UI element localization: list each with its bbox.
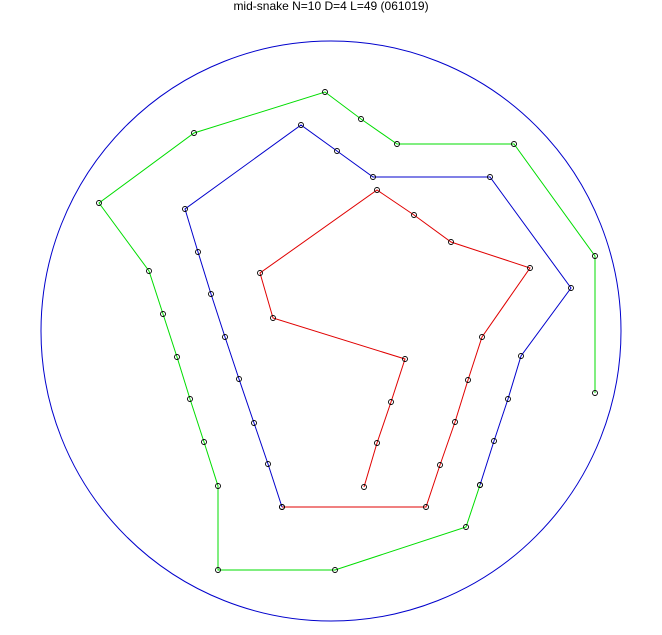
snake-node bbox=[174, 354, 180, 360]
snake-node bbox=[518, 353, 524, 359]
snake-node bbox=[236, 376, 242, 382]
snake-node bbox=[182, 206, 188, 212]
snake-node bbox=[270, 315, 276, 321]
snake-node bbox=[208, 291, 214, 297]
green-segment bbox=[98, 91, 596, 571]
snake-node bbox=[448, 239, 454, 245]
snake-node bbox=[463, 524, 469, 530]
snake-node bbox=[465, 377, 471, 383]
snake-node bbox=[592, 390, 598, 396]
snake-node bbox=[511, 141, 517, 147]
snake-node bbox=[374, 440, 380, 446]
snake-node bbox=[146, 268, 152, 274]
snake-node bbox=[388, 399, 394, 405]
snake-node bbox=[322, 89, 328, 95]
snake-node bbox=[402, 356, 408, 362]
snake-node bbox=[160, 311, 166, 317]
snake-node bbox=[251, 420, 257, 426]
snake-node bbox=[96, 200, 102, 206]
diagram-title: mid-snake N=10 D=4 L=49 (061019) bbox=[233, 0, 429, 13]
blue-segment bbox=[184, 124, 572, 508]
snake-node bbox=[491, 438, 497, 444]
snake-node bbox=[370, 174, 376, 180]
snake-node bbox=[568, 285, 574, 291]
snake-node bbox=[423, 504, 429, 510]
snake-node bbox=[222, 334, 228, 340]
snake-node bbox=[487, 174, 493, 180]
snake-node bbox=[374, 187, 380, 193]
snake-node bbox=[298, 122, 304, 128]
boundary-circle bbox=[40, 40, 622, 622]
snake-node bbox=[201, 439, 207, 445]
snake-node bbox=[527, 265, 533, 271]
snake-node bbox=[452, 419, 458, 425]
red-segment bbox=[259, 189, 531, 508]
snake-node bbox=[215, 483, 221, 489]
snake-node bbox=[279, 504, 285, 510]
snake-node bbox=[191, 130, 197, 136]
snake-node bbox=[361, 484, 367, 490]
snake-node bbox=[592, 253, 598, 259]
snake-node bbox=[257, 270, 263, 276]
snake-node bbox=[477, 482, 483, 488]
snake-node bbox=[437, 462, 443, 468]
snake-node bbox=[332, 567, 338, 573]
snake-node bbox=[479, 334, 485, 340]
snake-node bbox=[334, 148, 340, 154]
snake-node bbox=[195, 249, 201, 255]
snake-node bbox=[265, 461, 271, 467]
snake-node bbox=[187, 396, 193, 402]
snake-node bbox=[358, 116, 364, 122]
snake-node bbox=[394, 141, 400, 147]
snake-node bbox=[411, 212, 417, 218]
snake-node bbox=[505, 396, 511, 402]
snake-node bbox=[215, 567, 221, 573]
